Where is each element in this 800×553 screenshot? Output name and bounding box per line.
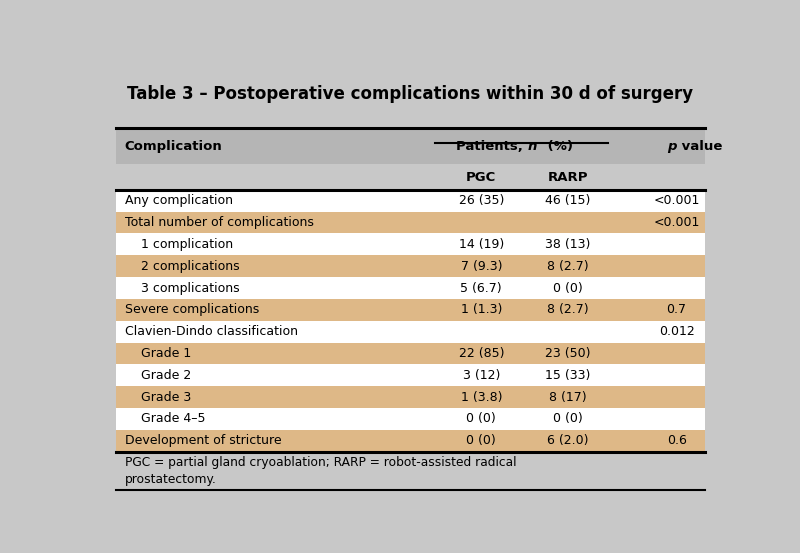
Bar — [115, 452, 705, 490]
Text: Table 3 – Postoperative complications within 30 d of surgery: Table 3 – Postoperative complications wi… — [127, 85, 693, 103]
Bar — [115, 343, 705, 364]
Text: (%): (%) — [543, 140, 574, 153]
Bar — [115, 255, 705, 277]
Text: 5 (6.7): 5 (6.7) — [461, 281, 502, 295]
Text: Severe complications: Severe complications — [125, 304, 259, 316]
Text: <0.001: <0.001 — [654, 194, 700, 207]
Bar — [115, 408, 705, 430]
Text: 3 complications: 3 complications — [125, 281, 239, 295]
Text: Development of stricture: Development of stricture — [125, 434, 282, 447]
Text: 8 (2.7): 8 (2.7) — [547, 304, 589, 316]
Bar — [115, 299, 705, 321]
Bar — [115, 164, 705, 190]
Text: 0.012: 0.012 — [658, 325, 694, 338]
Text: 6 (2.0): 6 (2.0) — [547, 434, 589, 447]
Text: Grade 1: Grade 1 — [125, 347, 191, 360]
Text: 0 (0): 0 (0) — [554, 413, 583, 425]
Text: p: p — [667, 140, 677, 153]
Text: Complication: Complication — [125, 140, 222, 153]
Text: <0.001: <0.001 — [654, 216, 700, 229]
Text: prostatectomy.: prostatectomy. — [125, 473, 217, 486]
Bar — [115, 233, 705, 255]
Bar — [115, 364, 705, 386]
Text: PGC: PGC — [466, 170, 497, 184]
Text: 8 (17): 8 (17) — [550, 390, 587, 404]
Text: 0.6: 0.6 — [666, 434, 686, 447]
Text: 26 (35): 26 (35) — [458, 194, 504, 207]
Text: 22 (85): 22 (85) — [458, 347, 504, 360]
Text: Total number of complications: Total number of complications — [125, 216, 314, 229]
Text: Grade 3: Grade 3 — [125, 390, 191, 404]
Bar — [115, 321, 705, 343]
Bar — [115, 128, 705, 164]
Text: Grade 2: Grade 2 — [125, 369, 191, 382]
Text: 8 (2.7): 8 (2.7) — [547, 260, 589, 273]
Text: 46 (15): 46 (15) — [546, 194, 590, 207]
Text: n: n — [528, 140, 537, 153]
Text: 38 (13): 38 (13) — [546, 238, 590, 251]
Text: 3 (12): 3 (12) — [462, 369, 500, 382]
Text: Clavien-Dindo classification: Clavien-Dindo classification — [125, 325, 298, 338]
Text: 14 (19): 14 (19) — [458, 238, 504, 251]
Text: 1 complication: 1 complication — [125, 238, 233, 251]
Bar — [115, 277, 705, 299]
Bar — [115, 430, 705, 452]
Text: value: value — [677, 140, 722, 153]
Text: 2 complications: 2 complications — [125, 260, 239, 273]
Text: 0 (0): 0 (0) — [466, 413, 496, 425]
Text: 0 (0): 0 (0) — [554, 281, 583, 295]
Text: 1 (3.8): 1 (3.8) — [461, 390, 502, 404]
Text: Grade 4–5: Grade 4–5 — [125, 413, 206, 425]
Text: 1 (1.3): 1 (1.3) — [461, 304, 502, 316]
Text: RARP: RARP — [548, 170, 588, 184]
Text: 0 (0): 0 (0) — [466, 434, 496, 447]
Text: 7 (9.3): 7 (9.3) — [461, 260, 502, 273]
Bar — [115, 386, 705, 408]
Text: 23 (50): 23 (50) — [546, 347, 591, 360]
Text: PGC = partial gland cryoablation; RARP = robot-assisted radical: PGC = partial gland cryoablation; RARP =… — [125, 456, 516, 469]
Text: Patients,: Patients, — [456, 140, 528, 153]
Text: 0.7: 0.7 — [666, 304, 686, 316]
Text: Any complication: Any complication — [125, 194, 233, 207]
Text: 15 (33): 15 (33) — [546, 369, 590, 382]
Bar — [115, 212, 705, 233]
Bar — [115, 190, 705, 212]
